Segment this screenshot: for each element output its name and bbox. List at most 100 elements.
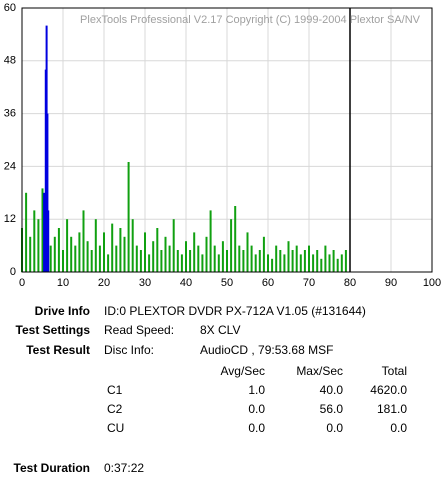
row-label: CU <box>107 421 124 435</box>
bar <box>135 245 138 272</box>
bar <box>70 236 73 272</box>
bar <box>148 254 151 272</box>
plot-area <box>21 7 433 273</box>
x-tick-label: 10 <box>57 277 69 289</box>
bar <box>283 254 286 272</box>
x-tick-label: 90 <box>385 277 397 289</box>
bar <box>344 250 347 272</box>
bar <box>308 245 310 272</box>
column-header: Avg/Sec <box>221 364 265 378</box>
value: 8X CLV <box>200 323 240 337</box>
cell: 40.0 <box>320 383 344 397</box>
label: Disc Info: <box>104 343 154 357</box>
x-tick-label: 70 <box>303 277 315 289</box>
x-tick-label: 0 <box>19 277 25 289</box>
bar <box>279 250 282 272</box>
bar <box>250 245 253 272</box>
bar <box>94 219 97 272</box>
bar <box>271 258 274 272</box>
y-tick-label: 48 <box>4 55 16 67</box>
bar <box>139 250 142 272</box>
bar <box>131 219 134 272</box>
y-tick-label: 0 <box>10 266 16 278</box>
label: Test Duration <box>14 461 90 475</box>
bar <box>324 245 327 272</box>
x-tick-label: 80 <box>344 277 356 289</box>
value: ID:0 PLEXTOR DVDR PX-712A V1.05 (#131644… <box>104 304 366 318</box>
bar <box>201 254 204 272</box>
bar <box>172 219 175 272</box>
bar <box>185 241 187 272</box>
bar <box>316 250 319 272</box>
bar <box>144 232 146 272</box>
bar <box>66 219 69 272</box>
bar <box>234 206 237 272</box>
bar <box>74 245 77 272</box>
bar <box>103 232 105 272</box>
bar <box>41 188 44 272</box>
bar <box>90 250 93 272</box>
cell: 0.0 <box>248 421 265 435</box>
cell: 0.0 <box>248 402 265 416</box>
bar <box>238 245 241 272</box>
bar <box>193 232 196 272</box>
bar <box>33 210 36 272</box>
bar <box>86 241 89 272</box>
bar <box>336 258 339 272</box>
x-tick-label: 100 <box>423 277 441 289</box>
bar <box>291 250 294 272</box>
bar <box>98 245 101 272</box>
x-tick-label: 40 <box>180 277 192 289</box>
bar <box>258 250 261 272</box>
bar <box>242 250 245 272</box>
bar <box>37 219 40 272</box>
bar <box>213 245 216 272</box>
cell: 0.0 <box>390 421 407 435</box>
cell: 0.0 <box>326 421 343 435</box>
bar <box>287 241 290 272</box>
bar <box>78 232 81 272</box>
bar <box>332 250 335 272</box>
bar <box>53 236 56 272</box>
bar <box>25 192 28 272</box>
x-tick-label: 20 <box>98 277 110 289</box>
bar <box>230 219 233 272</box>
label: Test Result <box>26 343 90 357</box>
x-tick-label: 30 <box>139 277 151 289</box>
bar <box>123 236 126 272</box>
bar <box>127 162 130 272</box>
bar <box>217 254 220 272</box>
cell: 181.0 <box>377 402 407 416</box>
bar <box>254 254 257 272</box>
label: Test Settings <box>16 323 91 337</box>
bar <box>46 113 49 272</box>
bar <box>49 245 52 272</box>
bar <box>176 250 179 272</box>
x-tick-label: 50 <box>221 277 233 289</box>
bar <box>299 254 302 272</box>
x-tick-label: 60 <box>262 277 274 289</box>
column-header: Max/Sec <box>296 364 343 378</box>
bar <box>209 210 212 272</box>
bar <box>340 254 343 272</box>
value: AudioCD , 79:53.68 MSF <box>200 343 333 357</box>
value: 0:37:22 <box>104 461 144 475</box>
bar <box>226 250 228 272</box>
bar <box>295 245 298 272</box>
cell: 56.0 <box>320 402 344 416</box>
bar <box>47 210 50 272</box>
cell: 1.0 <box>248 383 265 397</box>
y-tick-label: 36 <box>4 108 16 120</box>
bar <box>320 258 323 272</box>
bar <box>303 250 306 272</box>
bar <box>57 228 60 272</box>
bar <box>156 228 159 272</box>
row-label: C2 <box>107 402 123 416</box>
bar <box>189 250 192 272</box>
bar <box>275 245 278 272</box>
bar <box>111 223 114 272</box>
cell: 4620.0 <box>370 383 407 397</box>
bar <box>197 245 200 272</box>
